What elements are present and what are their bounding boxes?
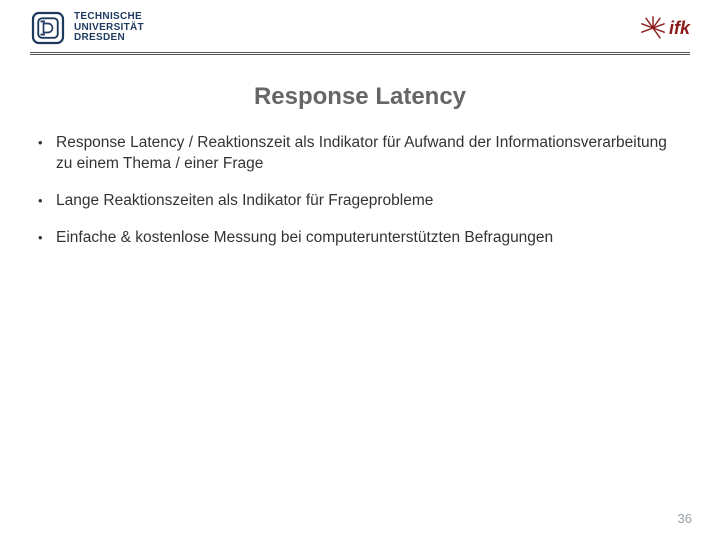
tud-emblem-icon bbox=[30, 10, 66, 46]
header: TECHNISCHE UNIVERSITÄT DRESDEN ifk bbox=[0, 0, 720, 52]
tud-line3: DRESDEN bbox=[74, 33, 144, 44]
tud-text: TECHNISCHE UNIVERSITÄT DRESDEN bbox=[74, 12, 144, 44]
slide-title: Response Latency bbox=[0, 83, 720, 111]
tud-logo: TECHNISCHE UNIVERSITÄT DRESDEN bbox=[30, 10, 144, 46]
slide: TECHNISCHE UNIVERSITÄT DRESDEN ifk bbox=[0, 0, 720, 540]
list-item: Response Latency / Reaktionszeit als Ind… bbox=[38, 133, 682, 175]
header-rule bbox=[30, 52, 690, 55]
ifk-logo: ifk bbox=[639, 14, 690, 42]
list-item: Lange Reaktionszeiten als Indikator für … bbox=[38, 191, 682, 212]
ifk-text: ifk bbox=[669, 18, 690, 39]
page-number: 36 bbox=[678, 511, 692, 526]
content: Response Latency / Reaktionszeit als Ind… bbox=[0, 133, 720, 249]
list-item: Einfache & kostenlose Messung bei comput… bbox=[38, 228, 682, 249]
bullet-list: Response Latency / Reaktionszeit als Ind… bbox=[38, 133, 682, 249]
ifk-burst-icon bbox=[639, 14, 667, 42]
